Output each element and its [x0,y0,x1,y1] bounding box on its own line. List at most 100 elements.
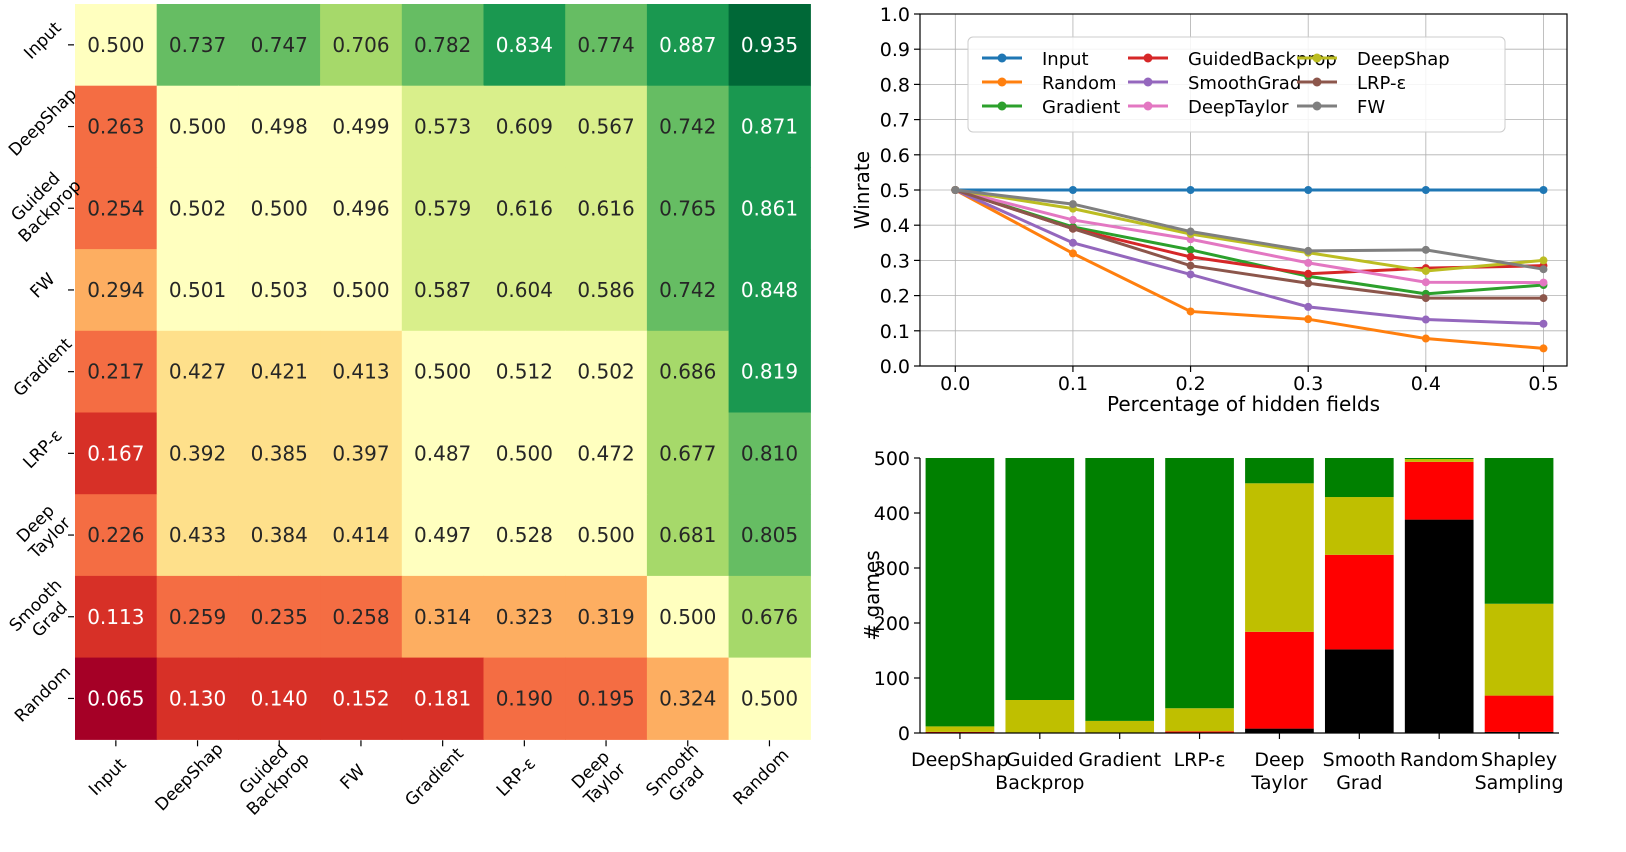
heatmap-cell-value: 0.421 [251,360,308,384]
heatmap-cell-value: 0.414 [332,523,389,547]
heatmap-cell-value: 0.500 [659,605,716,629]
heatmap-cell [483,494,566,577]
bar-ytick-label: 500 [874,448,910,470]
heatmap-row-label: FW [27,269,60,302]
heatmap-cell [75,167,158,250]
heatmap-row-label: Input [20,18,66,64]
line-point [1186,245,1195,254]
heatmap-cell [728,412,811,495]
heatmap-cell [565,167,648,250]
heatmap-cell [728,657,811,740]
heatmap-cell [646,249,730,332]
heatmap-cell [156,494,239,577]
line-series [954,188,1544,350]
heatmap-cell [646,412,730,495]
heatmap-cell [156,575,239,659]
bar-segment [1324,497,1394,555]
heatmap-cell-value: 0.294 [87,278,144,302]
line-legend-label: Random [1042,73,1117,94]
line-xtick-label: 0.2 [1175,373,1205,395]
line-point [1421,266,1430,275]
bar-segment [1245,483,1314,632]
line-point [1304,302,1313,311]
line-series [955,188,1544,273]
heatmap-cell-value: 0.385 [251,441,308,465]
heatmap-cell [320,657,403,740]
line-point [1304,246,1313,255]
heatmap-cell-value: 0.686 [659,360,716,384]
line-legend-marker [997,101,1007,111]
heatmap-cell [238,494,321,577]
heatmap-cell [646,575,730,659]
line-ytick-label: 0.9 [880,39,910,61]
line-point [1539,256,1548,265]
bar-segment [1165,731,1234,733]
line-legend-label: SmoothGrad [1188,73,1301,94]
bar-segment [1085,720,1155,733]
line-point [1421,315,1430,324]
heatmap-cell [646,494,730,577]
heatmap-cell [565,412,648,495]
line-legend-marker [1143,53,1153,63]
line-legend-marker [1312,77,1322,87]
heatmap-cell-value: 0.616 [496,196,553,220]
heatmap-cell [565,85,648,168]
heatmap-cell [238,330,321,414]
line-ytick-label: 0.6 [880,145,910,167]
heatmap-cell-value: 0.567 [577,115,634,139]
heatmap-cell-value: 0.181 [414,686,471,710]
line-legend: Input Random Gradient GuidedBackprop SmoothG… [967,36,1506,133]
heatmap-cell [238,167,321,250]
line-point [1421,186,1430,194]
line-ytick-label: 0.7 [880,110,910,132]
heatmap-cell-value: 0.235 [251,605,308,629]
bar-segment [1404,459,1474,462]
heatmap-cell [156,4,239,87]
heatmap-cell-value: 0.113 [87,605,144,629]
line-legend-label: GuidedBackprop [1188,49,1337,70]
bar-category-label: Smooth Grad [1323,749,1396,794]
line-point [1304,186,1313,194]
heatmap-cell [728,330,811,414]
heatmap-col-label: LRP-ε [493,754,540,801]
bar-segment [1245,631,1314,729]
bar-segment [925,458,995,727]
line-legend-label: DeepTaylor [1188,97,1289,118]
line-point [1186,227,1195,236]
heatmap-cell [483,4,566,87]
heatmap-cell-value: 0.500 [87,33,144,57]
heatmap-cell-value: 0.887 [659,33,716,57]
bar-segment [1005,458,1075,700]
line-point [1421,245,1430,254]
line-point [1304,279,1313,288]
heatmap-cell [565,4,648,87]
heatmap-cell [565,494,648,577]
heatmap-cell [75,412,158,495]
line-point [1421,294,1430,303]
bar-segment [1404,519,1474,733]
bar-yaxis-title: # games [860,550,884,640]
line-xtick-label: 0.1 [1058,373,1088,395]
line-legend-label: DeepShap [1357,49,1450,70]
heatmap-cell-value: 0.528 [496,523,553,547]
line-point [1539,319,1548,328]
bar-segment [1324,458,1394,498]
bar-ytick-label: 100 [874,668,910,690]
heatmap-chart: 0.500 0.737 0.747 0.706 0.782 0.834 0.774 0.887… [5,4,811,820]
heatmap-cell [483,657,566,740]
heatmap-cell [75,330,158,414]
heatmap-cell [320,167,403,250]
bar-segment [1245,458,1314,484]
heatmap-cell-value: 0.742 [659,115,716,139]
heatmap-cell-value: 0.500 [577,523,634,547]
heatmap-col-label: SmoothGrad [642,740,717,815]
heatmap-cell [401,4,485,87]
heatmap-cell [565,330,648,414]
heatmap-cell-value: 0.604 [496,278,553,302]
heatmap-cell [320,575,403,659]
heatmap-cell [401,167,485,250]
heatmap-cell [156,657,239,740]
line-chart: 0.0 0.1 0.2 0.3 0.4 0.5 0.6 0.7 0.8 0.9 1.0 0.0 0.1 0… [850,4,1568,416]
heatmap-cell-value: 0.742 [659,278,716,302]
bar-segment [1324,649,1394,733]
